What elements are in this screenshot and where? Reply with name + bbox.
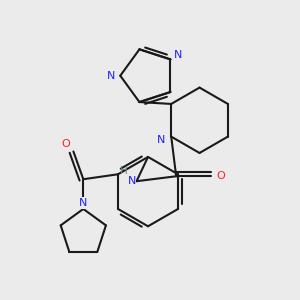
Text: N: N (157, 135, 166, 145)
Text: O: O (61, 139, 70, 148)
Text: O: O (216, 171, 225, 181)
Text: N: N (128, 176, 136, 186)
Text: N: N (79, 198, 88, 208)
Text: N: N (107, 71, 116, 81)
Text: H: H (120, 166, 128, 176)
Text: N: N (174, 50, 183, 60)
